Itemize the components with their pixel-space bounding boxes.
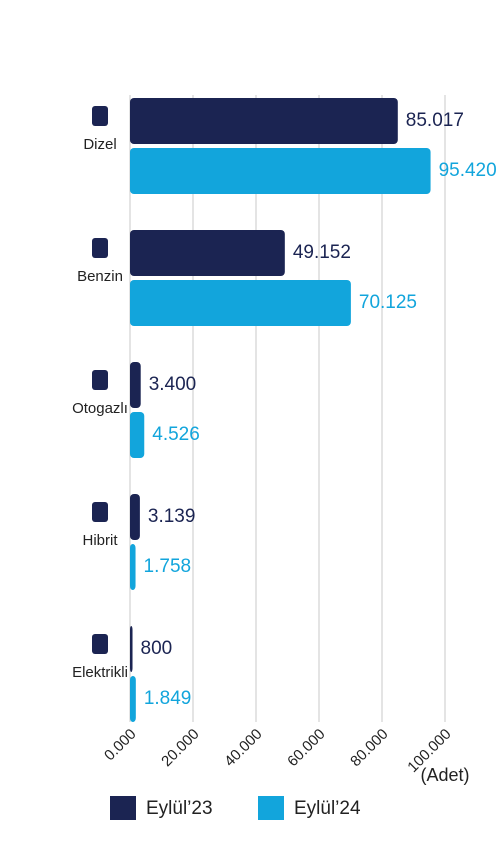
- bar: [130, 494, 140, 540]
- value-label: 3.139: [148, 506, 196, 527]
- category-icon: [92, 634, 108, 654]
- category-label: Benzin: [77, 268, 123, 285]
- bar: [130, 362, 141, 408]
- legend-swatch: [110, 796, 136, 820]
- bar: [130, 676, 136, 722]
- category-label: Elektrikli: [72, 664, 128, 681]
- category-label: Dizel: [83, 136, 116, 153]
- category-icon: [92, 502, 108, 522]
- bar: [130, 98, 398, 144]
- category-icon: [92, 370, 108, 390]
- value-label: 3.400: [149, 374, 197, 395]
- category-label: Otogazlı: [72, 400, 128, 417]
- value-label: 95.420: [439, 160, 497, 181]
- bar: [130, 230, 285, 276]
- value-label: 800: [141, 638, 173, 659]
- category-icon: [92, 238, 108, 258]
- x-axis-label: (Adet): [420, 765, 469, 785]
- value-label: 4.526: [152, 424, 200, 445]
- value-label: 1.849: [144, 688, 192, 709]
- category-icon: [92, 106, 108, 126]
- value-label: 85.017: [406, 110, 464, 131]
- bar: [130, 280, 351, 326]
- bar: [130, 626, 133, 672]
- legend-label: Eylül’24: [294, 798, 361, 819]
- bar: [130, 544, 136, 590]
- bar: [130, 412, 145, 458]
- bar: [130, 148, 431, 194]
- category-label: Hibrit: [82, 532, 118, 549]
- legend-swatch: [258, 796, 284, 820]
- value-label: 70.125: [359, 292, 417, 313]
- legend-label: Eylül’23: [146, 798, 213, 819]
- value-label: 1.758: [144, 556, 192, 577]
- value-label: 49.152: [293, 242, 351, 263]
